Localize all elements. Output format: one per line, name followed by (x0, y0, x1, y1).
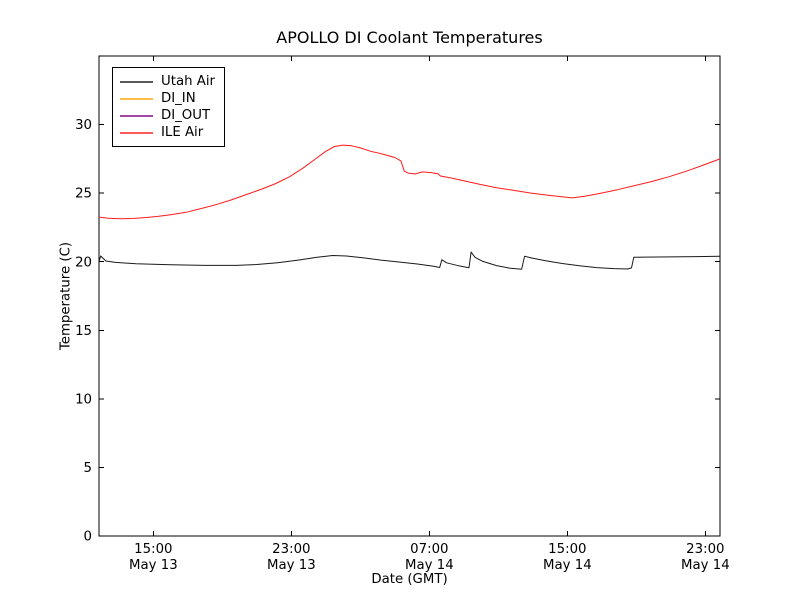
legend-item-di-in: DI_IN (120, 90, 215, 107)
legend-item-ile-air: ILE Air (120, 124, 215, 141)
y-tick-label: 20 (75, 255, 92, 270)
x-tick-label-date: May 14 (681, 558, 730, 573)
x-tick-label-time: 07:00 (410, 542, 448, 557)
axis-ticks (99, 56, 720, 537)
y-tick-label: 15 (75, 324, 92, 339)
x-tick-label-time: 23:00 (272, 542, 310, 557)
y-tick-label: 5 (84, 461, 92, 476)
x-tick-label-date: May 13 (129, 558, 178, 573)
axes-frame (98, 55, 721, 537)
legend-label: ILE Air (161, 125, 204, 140)
y-tick-label: 10 (75, 392, 92, 407)
x-axis-label: Date (GMT) (371, 572, 448, 587)
x-tick-label-date: May 14 (543, 558, 592, 573)
x-tick-label-time: 23:00 (686, 542, 724, 557)
legend-label: DI_IN (161, 91, 196, 106)
y-tick-label: 0 (84, 530, 92, 545)
series-line-ile-air (98, 144, 721, 220)
y-axis-label: Temperature (C) (58, 241, 74, 351)
legend-line-utah-air (120, 80, 153, 83)
legend: Utah Air DI_IN DI_OUT ILE Air (112, 67, 226, 147)
x-tick-label-time: 15:00 (548, 542, 586, 557)
x-tick-label-date: May 13 (267, 558, 316, 573)
y-tick-label: 30 (75, 118, 92, 133)
legend-line-di-out (120, 114, 153, 117)
legend-item-di-out: DI_OUT (120, 107, 215, 124)
y-tick-label: 25 (75, 187, 92, 202)
legend-item-utah-air: Utah Air (120, 73, 215, 90)
series-line-utah-air (98, 251, 721, 270)
chart-title: APOLLO DI Coolant Temperatures (276, 28, 543, 47)
x-tick-label-time: 15:00 (134, 542, 172, 557)
legend-line-di-in (120, 97, 153, 100)
legend-line-ile-air (120, 131, 153, 134)
legend-label: DI_OUT (161, 108, 211, 123)
x-tick-label-date: May 14 (405, 558, 454, 573)
legend-label: Utah Air (161, 74, 216, 89)
